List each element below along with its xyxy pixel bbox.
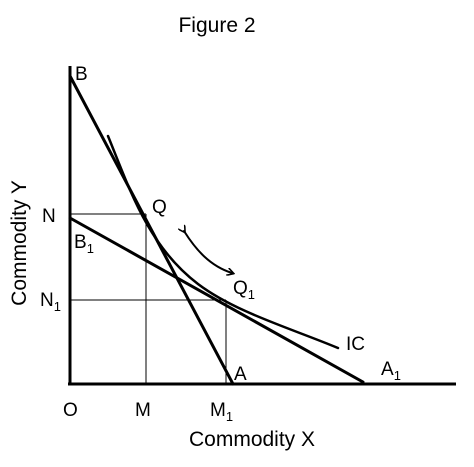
label-b1: B1 — [74, 232, 94, 256]
tick-n: N — [42, 206, 56, 227]
label-b: B — [75, 64, 88, 85]
budget-line-a1b1 — [68, 216, 365, 384]
label-a1: A1 — [381, 359, 401, 383]
label-ic: IC — [346, 334, 365, 355]
figure-title: Figure 2 — [178, 14, 255, 37]
tick-origin: O — [63, 400, 78, 421]
tick-m1: M1 — [210, 400, 233, 424]
label-q1: Q1 — [233, 278, 255, 302]
tick-n1: N1 — [40, 290, 61, 314]
indifference-curve — [106, 134, 340, 350]
label-q: Q — [152, 197, 167, 218]
movement-arrow — [184, 231, 232, 273]
label-a: A — [234, 364, 247, 385]
x-axis-title: Commodity X — [189, 428, 315, 451]
y-axis-title: Commodity Y — [8, 180, 31, 306]
tick-m: M — [135, 400, 151, 421]
